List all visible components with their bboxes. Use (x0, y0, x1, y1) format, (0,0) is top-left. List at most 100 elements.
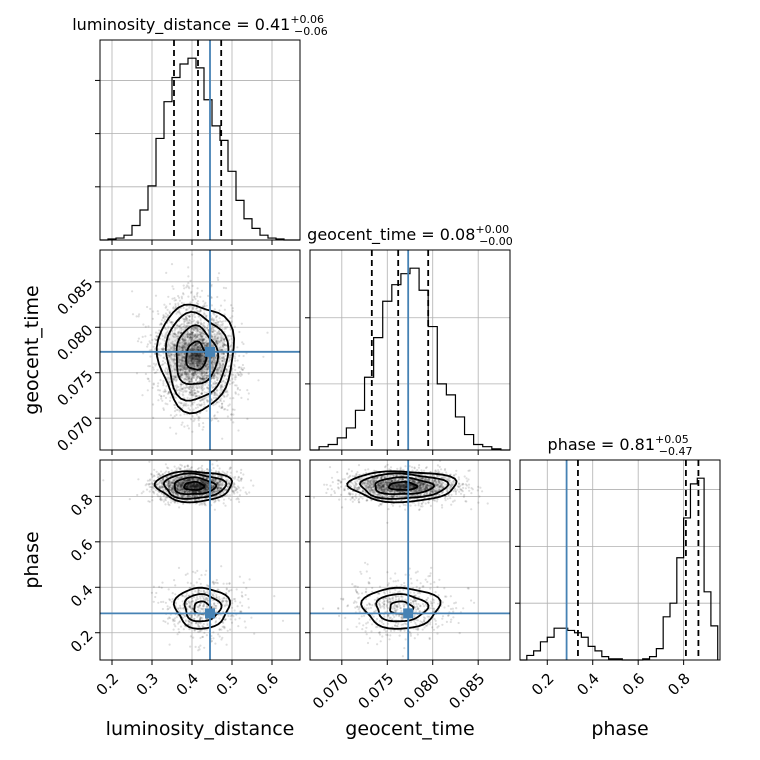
sample-point (168, 488, 171, 491)
sample-point (220, 339, 223, 342)
sample-point (225, 368, 228, 371)
sample-point (162, 382, 165, 385)
sample-point (174, 368, 177, 371)
sample-point (175, 413, 178, 416)
sample-point (213, 372, 216, 375)
sample-point (227, 482, 230, 485)
sample-point (184, 368, 187, 371)
sample-point (184, 371, 187, 374)
sample-point (220, 366, 223, 369)
sample-point (196, 485, 199, 488)
sample-point (168, 354, 171, 357)
sample-point (183, 389, 186, 392)
sample-point (193, 391, 196, 395)
sample-point (188, 483, 191, 486)
sample-point (233, 408, 236, 411)
sample-point (192, 363, 195, 366)
sample-point (168, 486, 171, 489)
sample-point (227, 365, 230, 368)
sample-point (146, 343, 149, 346)
sample-point (169, 489, 172, 492)
sample-point (220, 483, 223, 486)
sample-point (186, 331, 190, 334)
sample-point (229, 615, 232, 618)
sample-point (196, 380, 199, 384)
sample-point (196, 342, 199, 345)
histogram-series-luminosity_distance (100, 57, 300, 241)
sample-point (240, 366, 243, 369)
sample-point (219, 364, 222, 367)
sample-point (196, 354, 199, 357)
sample-point (178, 488, 181, 491)
sample-point (141, 394, 144, 397)
sample-point (219, 385, 222, 388)
sample-point (154, 352, 157, 355)
sample-point (151, 338, 154, 342)
sample-point (179, 489, 182, 492)
sample-point (192, 636, 195, 639)
sample-point (189, 620, 192, 624)
sample-point (191, 363, 194, 366)
sample-point (222, 355, 225, 359)
sample-point (194, 342, 197, 345)
sample-point (203, 327, 206, 330)
sample-point (206, 493, 210, 496)
sample-point (205, 371, 208, 374)
sample-point (191, 307, 194, 311)
sample-point (193, 371, 196, 374)
sample-point (199, 352, 202, 355)
sample-point (192, 361, 195, 364)
sample-point (166, 368, 169, 371)
sample-point (220, 357, 223, 360)
sample-point (231, 614, 234, 617)
sample-point (168, 354, 172, 357)
sample-point (207, 342, 210, 345)
sample-point (215, 321, 218, 324)
sample-point (182, 284, 185, 287)
sample-point (195, 581, 198, 584)
sample-point (188, 391, 192, 394)
sample-point (187, 465, 190, 468)
sample-point (192, 363, 196, 366)
sample-point (171, 490, 174, 493)
sample-point (165, 476, 168, 479)
sample-point (212, 377, 216, 380)
sample-point (172, 335, 175, 339)
sample-point (188, 369, 191, 372)
sample-point (174, 333, 178, 336)
sample-point (196, 358, 199, 361)
sample-point (175, 376, 178, 379)
sample-point (177, 622, 180, 625)
sample-point (233, 483, 236, 486)
sample-point (195, 486, 198, 489)
sample-point (153, 479, 156, 482)
sample-point (180, 366, 183, 369)
sample-point (161, 486, 164, 489)
sample-point (154, 352, 157, 355)
sample-point (189, 586, 192, 590)
sample-point (195, 394, 199, 397)
sample-point (218, 332, 221, 335)
sample-point (168, 311, 171, 314)
sample-point (177, 388, 180, 392)
sample-point (201, 374, 204, 377)
sample-point (200, 479, 203, 482)
sample-point (216, 481, 219, 484)
sample-point (167, 503, 170, 506)
sample-point (240, 477, 243, 480)
sample-point (182, 338, 185, 341)
title-minus-error: −0.47 (659, 445, 693, 458)
sample-point (191, 362, 194, 365)
sample-point (188, 380, 191, 383)
sample-point (213, 374, 216, 377)
sample-point (199, 309, 202, 312)
sample-point (181, 355, 184, 358)
sample-point (190, 339, 193, 342)
sample-point (196, 478, 200, 481)
sample-point (200, 398, 203, 402)
sample-point (201, 339, 204, 342)
sample-point (202, 480, 205, 483)
sample-point (174, 375, 177, 379)
sample-point (192, 361, 195, 364)
sample-point (215, 393, 218, 396)
